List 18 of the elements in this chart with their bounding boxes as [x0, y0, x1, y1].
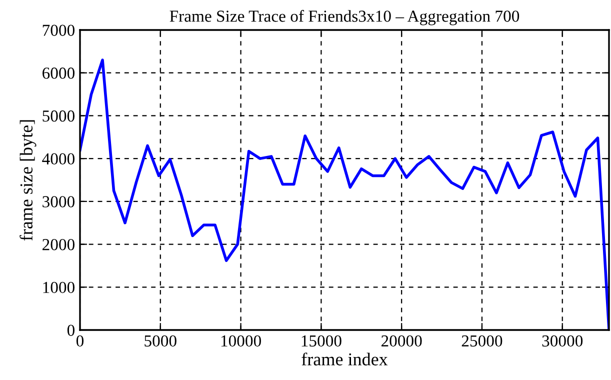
x-tick-label: 15000 — [302, 335, 342, 347]
y-tick-label: 5000 — [42, 110, 75, 122]
x-tick-label: 10000 — [221, 335, 261, 347]
y-tick-label: 4000 — [42, 153, 75, 165]
y-tick-label: 1000 — [43, 282, 75, 294]
x-tick-label: 30000 — [542, 335, 583, 347]
y-tick-label: 7000 — [42, 24, 75, 36]
chart-title: Frame Size Trace of Friends3x10 – Aggregation 700 — [170, 10, 520, 26]
y-tick-label: 3000 — [42, 196, 75, 208]
y-tick-label: 0 — [67, 324, 75, 336]
x-tick-label: 20000 — [381, 335, 422, 347]
y-axis-title: frame size [byte] — [20, 120, 36, 241]
x-tick-label: 0 — [76, 335, 84, 347]
y-tick-label: 2000 — [42, 238, 75, 250]
x-tick-label: 25000 — [462, 335, 502, 347]
y-tick-label: 6000 — [42, 68, 75, 79]
x-tick-label: 5000 — [144, 335, 176, 347]
x-axis-title: frame index — [302, 352, 388, 366]
